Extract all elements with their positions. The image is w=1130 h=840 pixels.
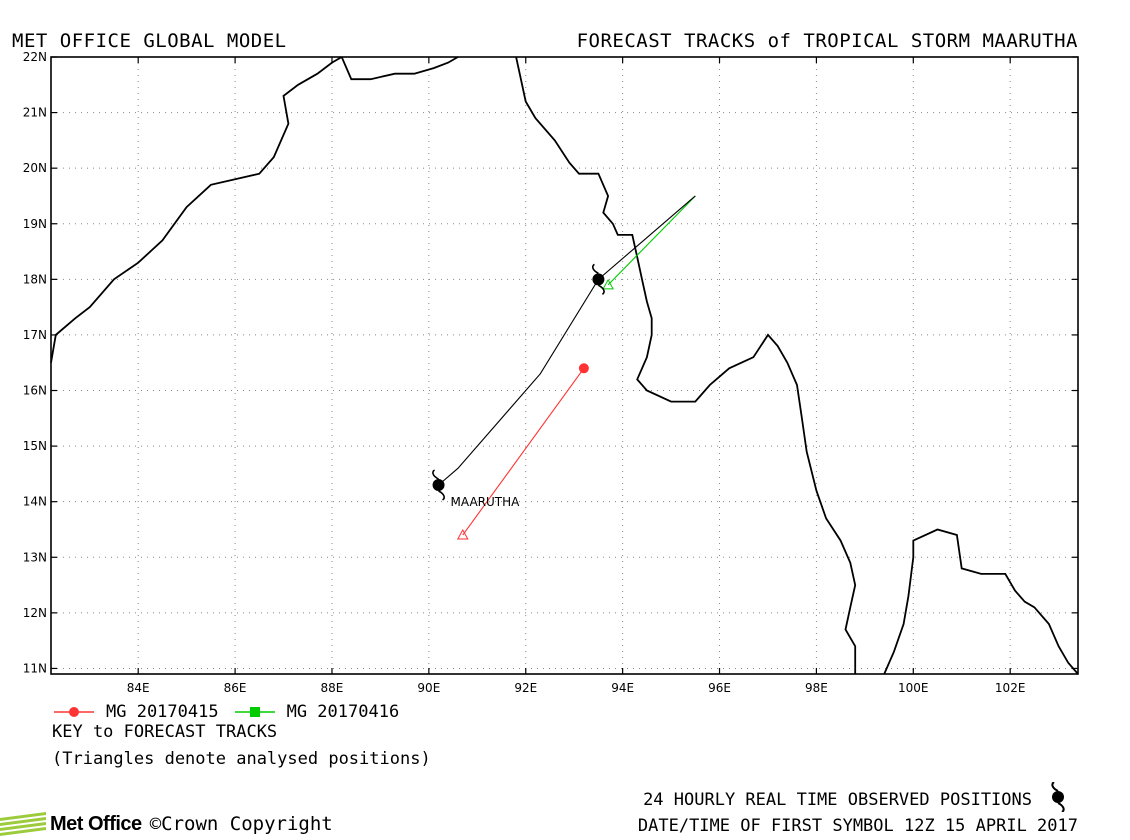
met-office-swoosh-icon	[0, 812, 46, 836]
lon-tick-label: 88E	[321, 681, 344, 695]
observed-track-line	[438, 195, 696, 486]
forecast-tracks	[456, 195, 696, 540]
title-left: MET OFFICE GLOBAL MODEL	[12, 30, 287, 52]
lon-tick-label: 90E	[417, 681, 440, 695]
lon-tick-label: 102E	[995, 681, 1026, 695]
logo-text: Met Office	[50, 812, 142, 835]
first-symbol-datetime: DATE/TIME OF FIRST SYMBOL 12Z 15 APRIL 2…	[637, 816, 1078, 836]
analysed-position-triangle	[456, 529, 469, 540]
crown-copyright: ©Crown Copyright	[149, 813, 333, 835]
forecast-start-circle	[578, 363, 589, 374]
lat-tick-label: 11N	[23, 661, 47, 675]
lon-tick-label: 84E	[127, 681, 150, 695]
legend-label-mg20170415: MG 20170415	[106, 702, 219, 722]
lat-tick-label: 18N	[23, 272, 47, 286]
storm-name-label: MAARUTHA	[451, 495, 521, 509]
legend-key-label: KEY to FORECAST TRACKS	[52, 722, 278, 742]
lon-tick-label: 94E	[611, 681, 634, 695]
lon-tick-label: 96E	[708, 681, 731, 695]
lat-tick-label: 17N	[23, 328, 47, 342]
lat-tick-label: 12N	[23, 606, 47, 620]
lat-tick-label: 20N	[23, 161, 47, 175]
coastline-segment	[50, 56, 343, 363]
coastline-segment	[515, 56, 857, 674]
legend-item-mg20170416: MG 20170416	[233, 702, 400, 722]
coastline-segment	[340, 56, 459, 81]
cyclone-symbol-icon	[591, 263, 605, 296]
lon-tick-label: 98E	[805, 681, 828, 695]
lon-tick-label: 92E	[514, 681, 537, 695]
lat-tick-label: 16N	[23, 384, 47, 398]
observed-positions-label: 24 HOURLY REAL TIME OBSERVED POSITIONS	[643, 790, 1032, 810]
track-map: MAARUTHA 84E 86E 88E 90E 92E 94E 96E 98E 100E 102…	[23, 50, 1079, 695]
lat-tick-label: 15N	[23, 439, 47, 453]
analysed-position-triangle	[602, 278, 614, 290]
legend-item-mg20170415: MG 20170415	[52, 702, 219, 722]
lat-tick-label: 13N	[23, 550, 47, 564]
observed-track: MAARUTHA	[432, 195, 696, 509]
coastline	[50, 56, 1079, 675]
cyclone-symbol-icon	[1051, 782, 1065, 812]
legend-red-circle-symbol	[54, 707, 94, 717]
lon-tick-label: 100E	[898, 681, 929, 695]
legend-note: (Triangles denote analysed positions)	[52, 749, 431, 769]
lon-tick-label: 86E	[224, 681, 247, 695]
cyclone-symbol-icon	[432, 469, 445, 501]
lat-tick-label: 22N	[23, 50, 47, 64]
legend-green-square-symbol	[234, 707, 275, 717]
legend-label-mg20170416: MG 20170416	[286, 702, 400, 722]
lat-tick-label: 21N	[23, 106, 47, 120]
map-grid	[51, 56, 1078, 674]
lat-tick-label: 19N	[23, 217, 47, 231]
forecast-track-line	[607, 195, 696, 286]
title-right: FORECAST TRACKS of TROPICAL STORM MAARUT…	[576, 30, 1078, 52]
axis-ticks: 84E 86E 88E 90E 92E 94E 96E 98E 100E 102E 11N 12N 13…	[23, 50, 1078, 695]
legend-row: MG 20170415 MG 20170416	[52, 700, 413, 724]
map-frame	[50, 56, 1079, 675]
lat-tick-label: 14N	[23, 495, 47, 509]
forecast-track-line	[462, 367, 585, 536]
coastline-segment	[883, 528, 1079, 675]
met-office-logo: Met Office ©Crown Copyright	[0, 810, 333, 838]
